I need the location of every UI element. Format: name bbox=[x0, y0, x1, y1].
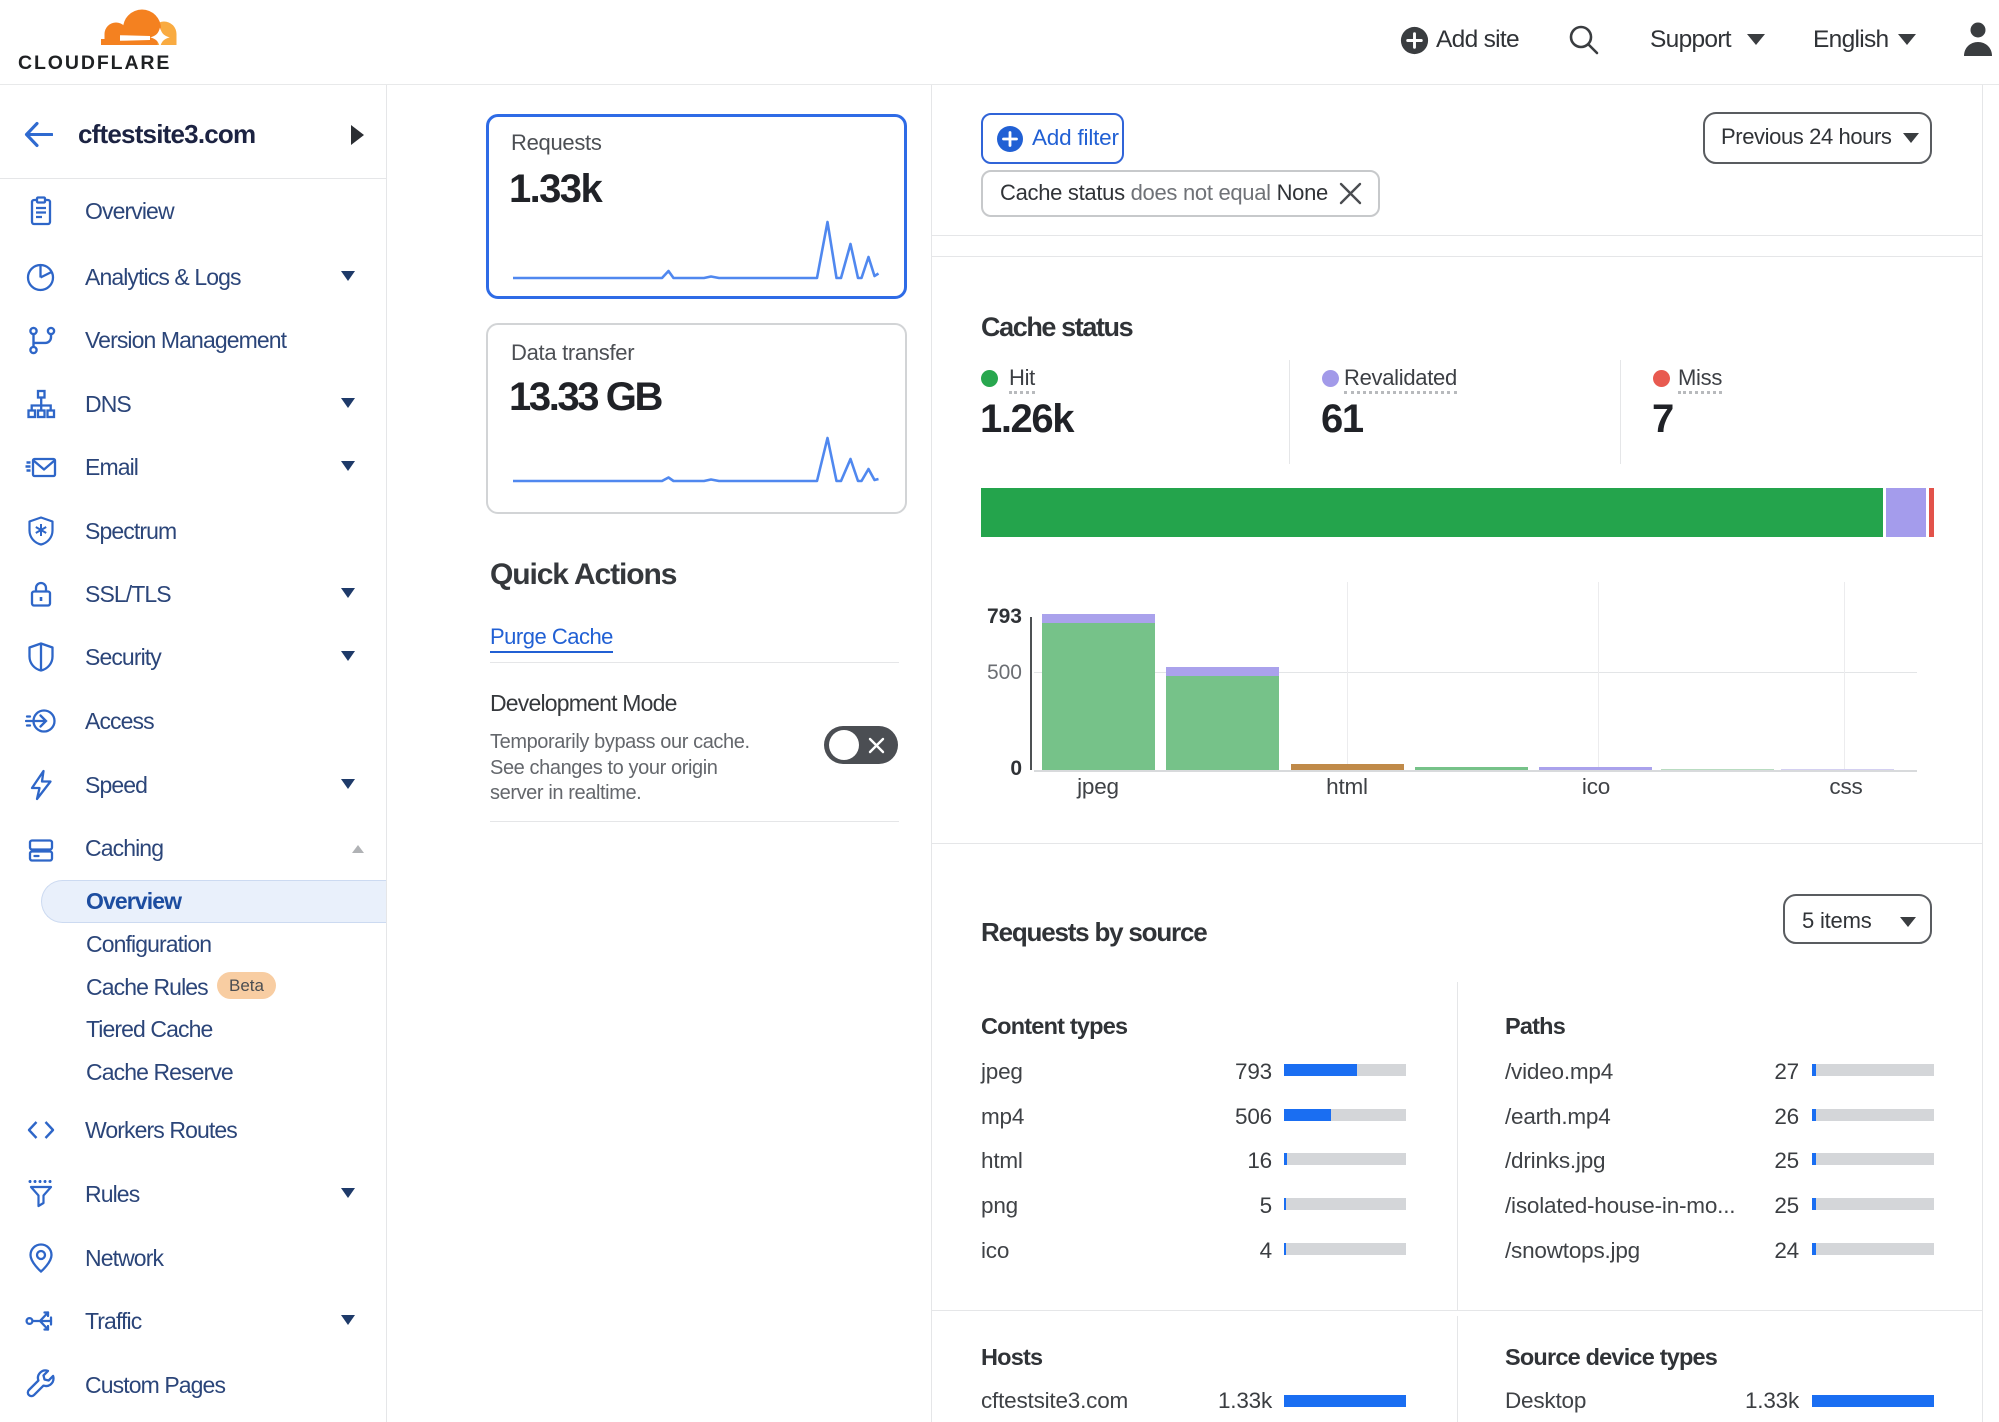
svg-text:CLOUDFLARE: CLOUDFLARE bbox=[18, 52, 171, 74]
